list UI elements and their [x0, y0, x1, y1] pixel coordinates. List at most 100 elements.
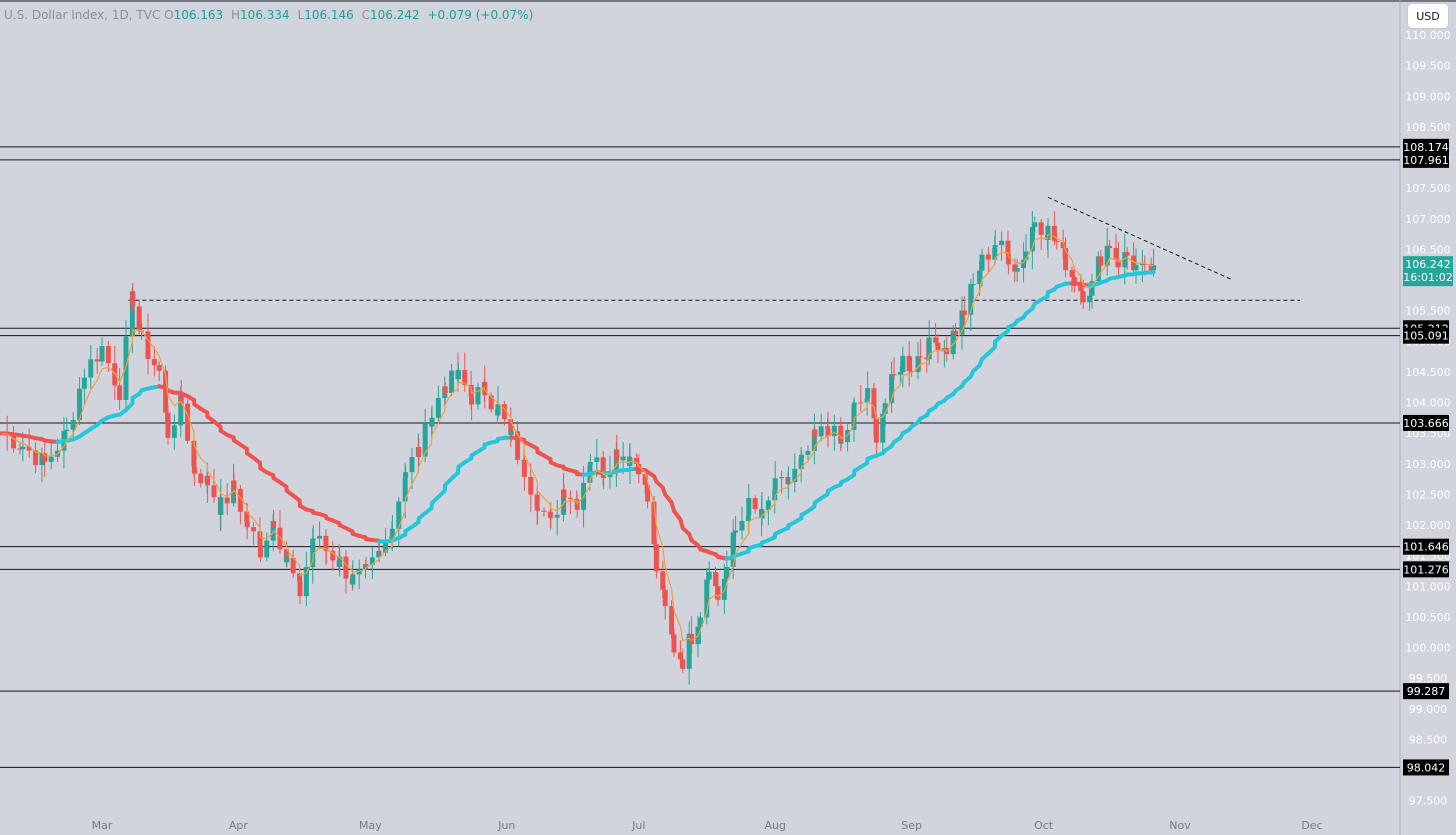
level-tag-label: 108.174	[1403, 141, 1449, 154]
level-tag-label: 98.042	[1407, 761, 1446, 774]
candle-body	[501, 404, 507, 420]
candle-body	[290, 557, 296, 574]
candle-body	[303, 567, 309, 597]
candle-body	[915, 356, 921, 373]
candle-body	[191, 440, 197, 467]
candle-body	[129, 291, 135, 337]
level-tag-label: 105.091	[1403, 330, 1449, 343]
candle-body	[818, 426, 824, 437]
level-tag-bg	[1403, 683, 1449, 700]
candle-body	[865, 388, 871, 398]
price-axis-ticks: 97.50098.00098.50099.00099.500100.000100…	[1405, 29, 1451, 808]
level-tag-label: 99.287	[1407, 685, 1446, 698]
candle-body	[205, 475, 211, 486]
candle-body	[953, 330, 959, 335]
price-tick-label: 100.500	[1405, 611, 1451, 624]
candle-body	[416, 447, 422, 457]
candle-body	[587, 461, 593, 465]
currency-button[interactable]: USD	[1408, 4, 1448, 28]
candle-body	[48, 456, 54, 462]
candle-body	[257, 531, 263, 546]
candle-body	[1080, 291, 1086, 303]
high-value: 106.334	[240, 8, 290, 22]
candle-body	[396, 501, 402, 529]
candle-body	[1104, 245, 1110, 266]
candle-body	[1122, 252, 1128, 268]
candle-body	[880, 413, 886, 443]
price-tick-label: 103.000	[1405, 458, 1451, 471]
candle-body	[1095, 256, 1101, 282]
candle-body	[651, 501, 657, 545]
candle-body	[521, 461, 527, 477]
candle-body	[838, 442, 844, 444]
candle-body	[1098, 256, 1104, 266]
candle-body	[752, 498, 758, 510]
candle-body	[1131, 255, 1137, 271]
candle-body	[1133, 265, 1139, 271]
candle-body	[330, 550, 336, 561]
candle-body	[1142, 263, 1148, 265]
candle-body	[356, 569, 362, 575]
candle-body	[1060, 242, 1066, 248]
candle-body	[429, 417, 435, 427]
candle-body	[449, 370, 455, 393]
candle-body	[697, 617, 703, 627]
price-tick-label: 106.500	[1405, 243, 1451, 256]
candle-body	[985, 254, 991, 260]
candle-body	[1005, 253, 1011, 265]
candle-body	[633, 458, 639, 464]
time-tick-label: Sep	[901, 819, 922, 832]
time-tick-label: Apr	[229, 819, 249, 832]
candle-body	[88, 359, 94, 378]
candle-body	[889, 374, 895, 404]
candle-body	[1078, 285, 1084, 292]
candle-body	[495, 404, 501, 416]
candle-body	[422, 423, 428, 457]
candle-body	[653, 544, 659, 572]
price-tick-label: 101.000	[1405, 580, 1451, 593]
level-tag-label: 107.961	[1403, 154, 1449, 167]
level-tag-bg	[1403, 138, 1449, 155]
candle-body	[475, 387, 481, 405]
candle-body	[151, 359, 157, 366]
candle-body	[706, 571, 712, 580]
candle-body	[515, 431, 521, 460]
last-price-value: 106.242	[1405, 258, 1451, 271]
time-tick-label: Dec	[1301, 819, 1322, 832]
candle-body	[909, 371, 915, 373]
candle-body	[271, 520, 277, 528]
candle-body	[970, 283, 976, 285]
candle-body	[669, 606, 675, 635]
candle-body	[792, 468, 798, 483]
candle-body	[645, 484, 651, 502]
price-tick-label: 100.000	[1405, 642, 1451, 655]
level-tag-bg	[1403, 561, 1449, 578]
price-tick-label: 108.500	[1405, 121, 1451, 134]
candle-body	[759, 510, 765, 519]
candle-body	[992, 245, 998, 248]
price-tick-label: 104.500	[1405, 366, 1451, 379]
candle-body	[1012, 264, 1018, 272]
candle-body	[730, 532, 736, 568]
candle-body	[369, 557, 375, 565]
candle-body	[310, 539, 316, 568]
candle-body	[117, 385, 123, 400]
plot-background	[0, 0, 1400, 813]
time-tick-label: Mar	[92, 819, 113, 832]
candle-body	[11, 435, 17, 449]
candle-body	[1045, 225, 1051, 241]
candle-body	[601, 477, 607, 479]
time-tick-label: Aug	[764, 819, 785, 832]
candle-body	[310, 538, 316, 540]
candle-body	[297, 581, 303, 597]
level-tag-bg	[1403, 538, 1449, 555]
level-tag-bg	[1403, 759, 1449, 776]
level-tag-label: 103.666	[1403, 417, 1449, 430]
candle-body	[733, 530, 739, 533]
level-tag-bg	[1403, 414, 1449, 431]
candle-body	[677, 652, 683, 660]
price-tick-label: 110.000	[1405, 29, 1451, 42]
candle-body	[1124, 252, 1130, 256]
time-axis-ticks: Mar Apr May Jun Jul Aug Sep Oct Nov Dec	[92, 819, 1323, 832]
